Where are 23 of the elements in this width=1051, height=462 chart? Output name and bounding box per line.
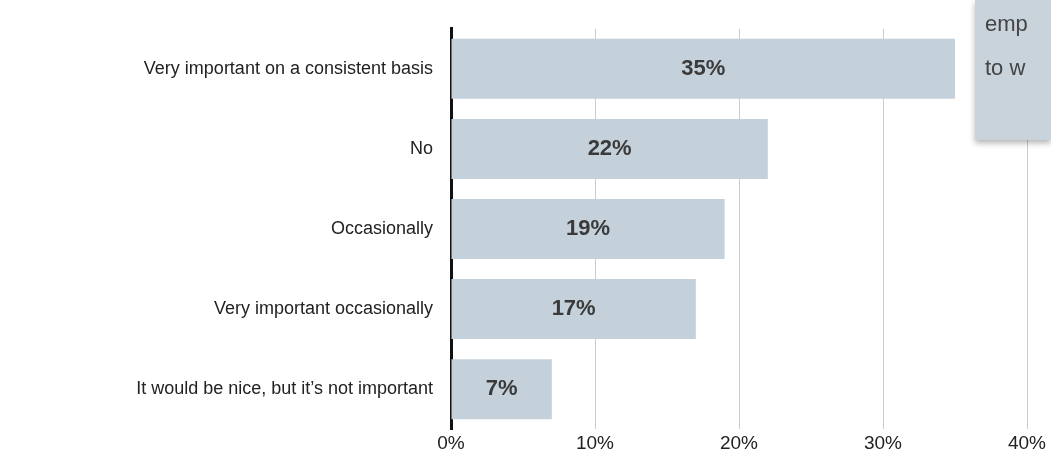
data-label: 22% — [587, 134, 632, 160]
bar — [451, 118, 768, 179]
y-tick-label: Very important occasionally — [213, 298, 433, 319]
x-tick-label: 20% — [719, 431, 759, 453]
data-label: 35% — [681, 54, 726, 80]
x-tick-label: 30% — [863, 431, 903, 453]
x-tick-label: 10% — [575, 431, 615, 453]
bar — [451, 279, 696, 340]
y-tick-label: Occasionally — [330, 217, 433, 238]
y-tick-label: Very important on a consistent basis — [143, 57, 433, 78]
x-tick-label: 0% — [437, 431, 465, 453]
y-tick-label: It would be nice, but it’s not important — [136, 378, 433, 399]
y-tick-label: No — [409, 137, 433, 158]
data-label: 17% — [551, 295, 596, 321]
x-tick-label: 40% — [1007, 431, 1047, 453]
annotation: emp — [985, 10, 1029, 38]
data-label: 7% — [485, 375, 518, 401]
bar — [451, 38, 955, 99]
data-label: 19% — [566, 215, 611, 241]
annotation: to w — [985, 54, 1027, 82]
note-box: emp to w — [975, 0, 1051, 140]
bar — [451, 359, 552, 420]
bar — [451, 198, 725, 260]
